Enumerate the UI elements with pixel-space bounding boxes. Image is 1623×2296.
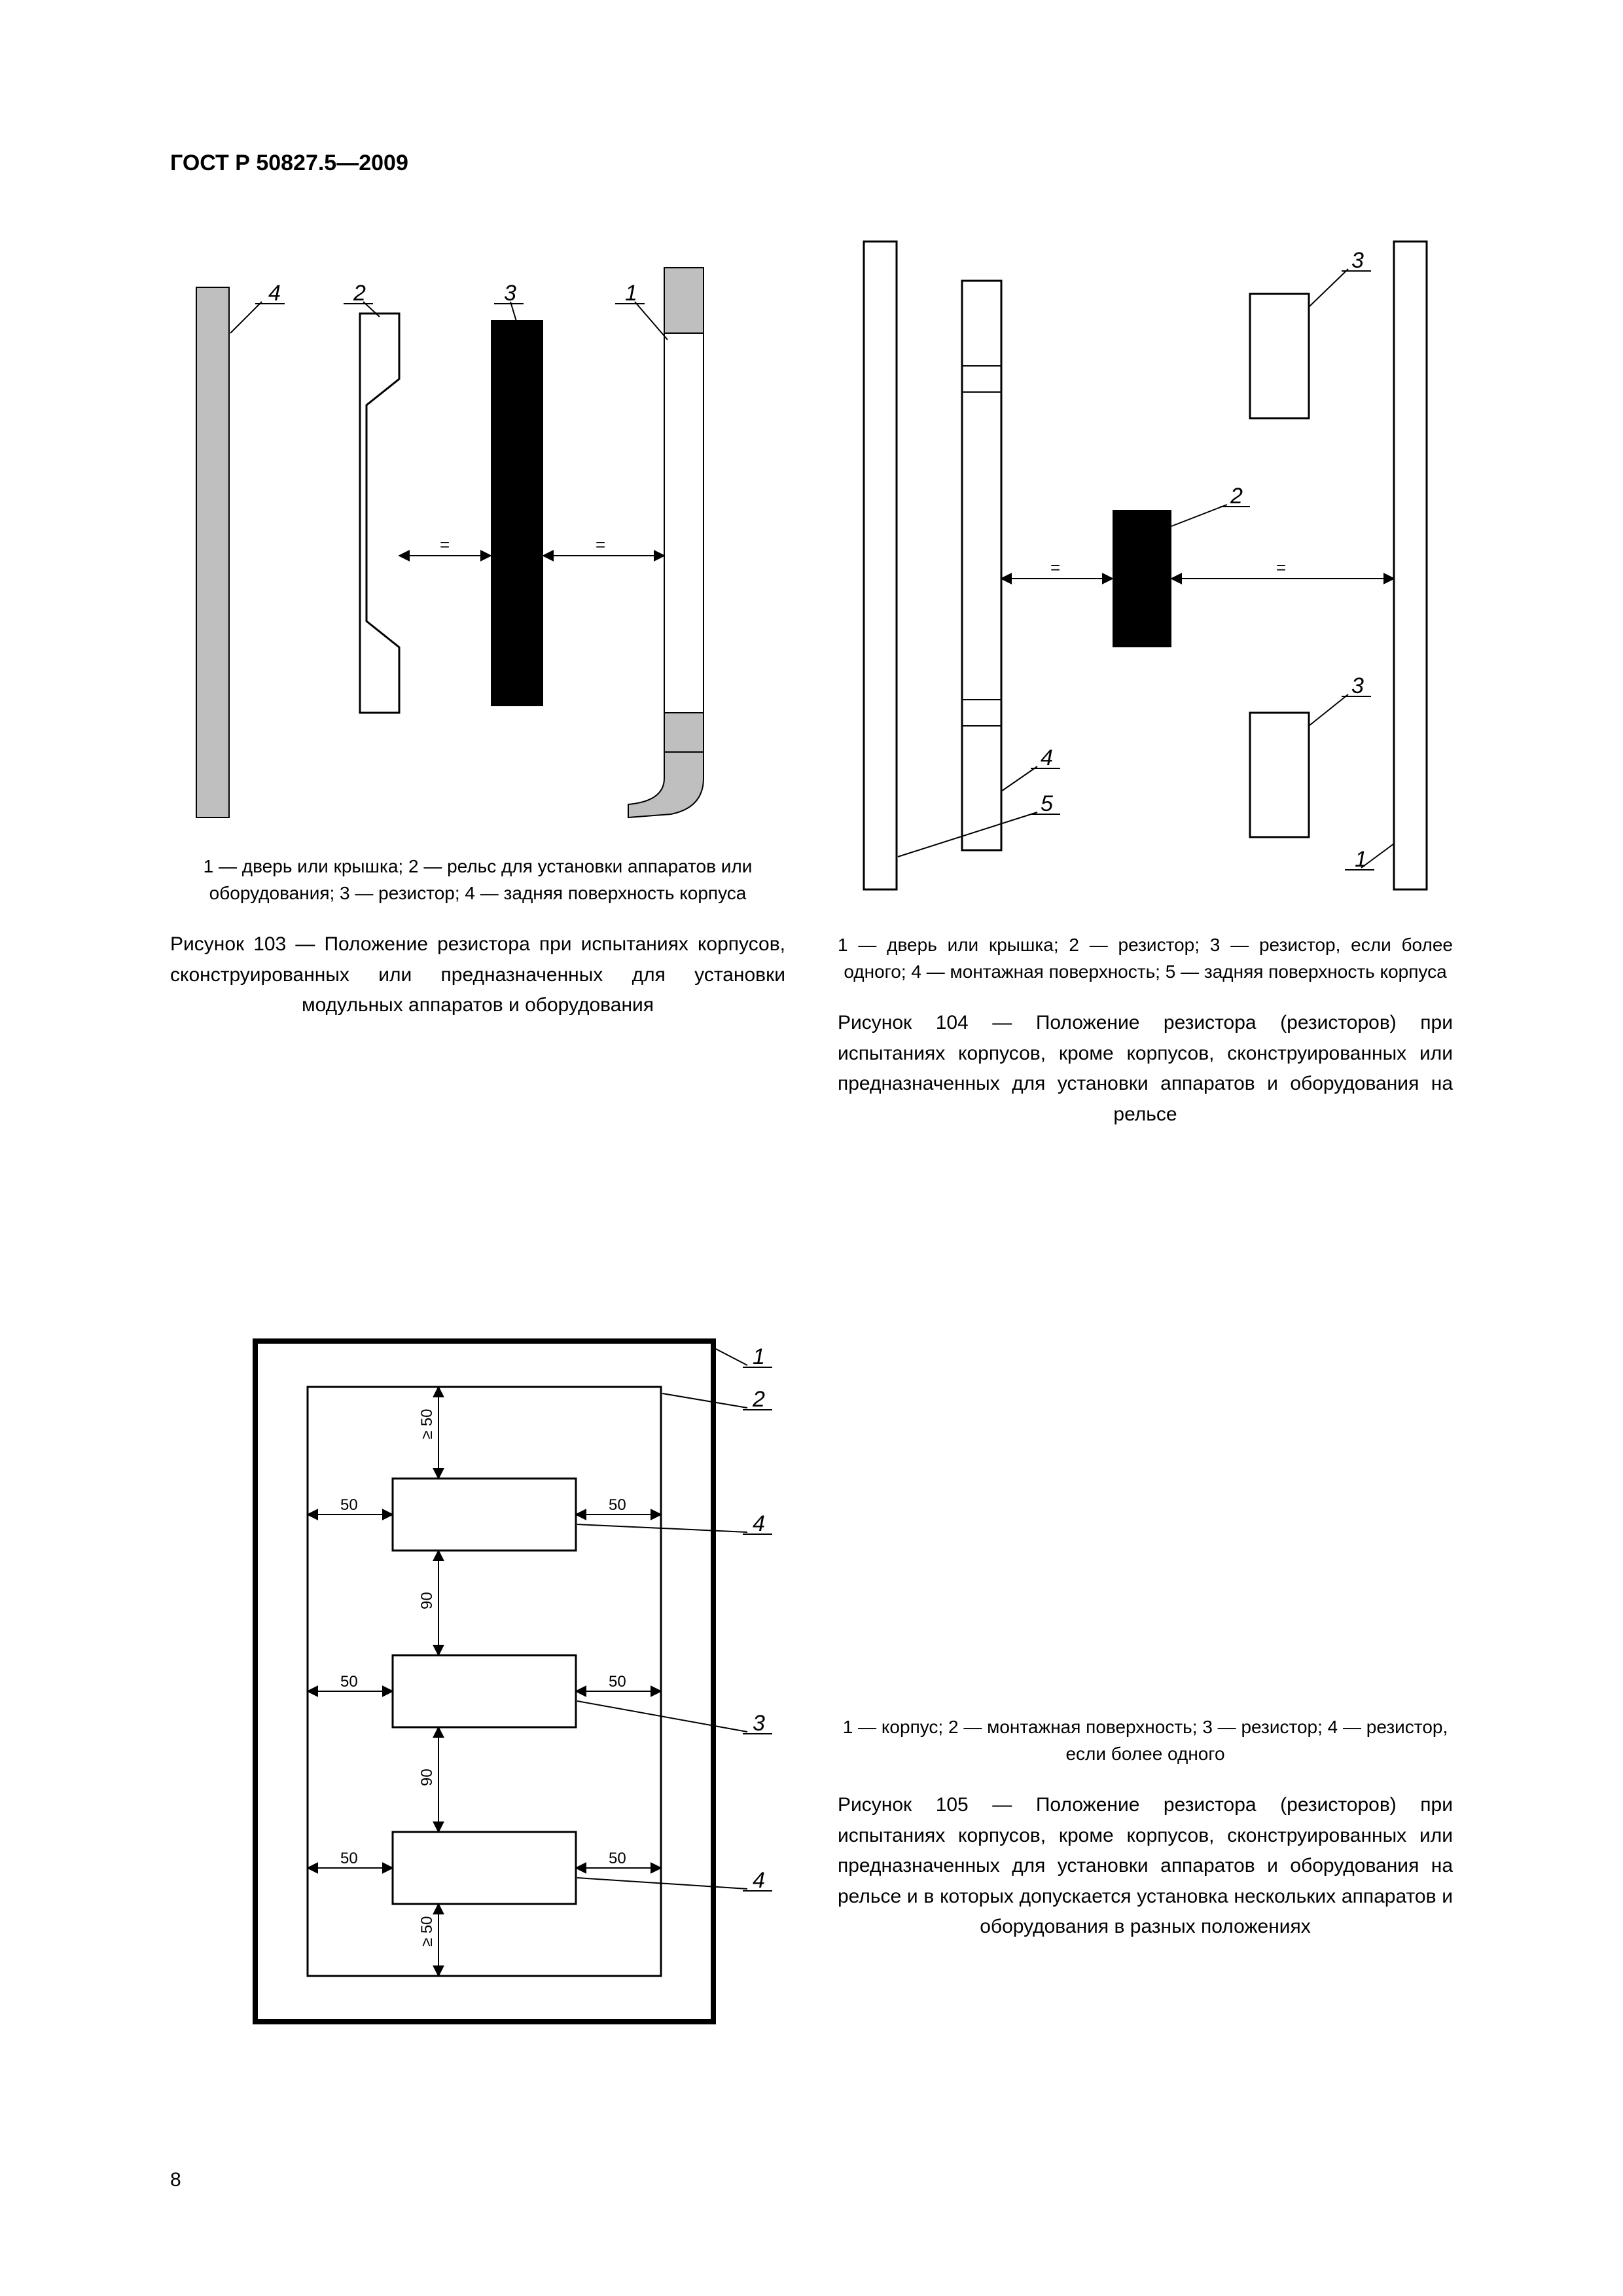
figure-105-caption: Рисунок 105 — Положение резистора (резис… xyxy=(838,1790,1453,1943)
standard-code: ГОСТ Р 50827.5—2009 xyxy=(170,151,1453,176)
fig103-label-4: 4 xyxy=(268,281,281,306)
fig105-label-1: 1 xyxy=(753,1344,765,1369)
fig103-eq-right: = xyxy=(596,535,605,554)
figures-row-2: 50 50 50 50 50 50 ≥ 50 90 90 xyxy=(170,1328,1453,2113)
fig105-label-3: 3 xyxy=(753,1711,765,1736)
fig105-dim-50: 50 xyxy=(609,1496,626,1514)
figure-105-text: 1 — корпус; 2 — монтажная поверхность; 3… xyxy=(838,1695,1453,1943)
fig103-eq-left: = xyxy=(440,535,450,554)
figure-104-column: = = 3 2 3 4 5 xyxy=(838,228,1453,1130)
fig105-label-4b: 4 xyxy=(753,1868,765,1893)
fig105-dim-50: 50 xyxy=(340,1496,358,1514)
page-number: 8 xyxy=(170,2169,181,2191)
fig104-label-1: 1 xyxy=(1355,847,1367,872)
fig105-dim-50: 50 xyxy=(609,1673,626,1691)
fig104-label-5: 5 xyxy=(1041,791,1053,816)
fig105-label-4a: 4 xyxy=(753,1511,765,1536)
figure-104-caption: Рисунок 104 — Положение резистора (резис… xyxy=(838,1008,1453,1130)
figure-103-legend: 1 — дверь или крышка; 2 — рельс для уста… xyxy=(170,853,785,906)
fig105-dim-50: 50 xyxy=(340,1850,358,1867)
fig105-dim-90: 90 xyxy=(418,1592,436,1609)
fig104-label-3-bottom: 3 xyxy=(1351,673,1364,698)
fig105-dim-90: 90 xyxy=(418,1768,436,1786)
figure-103-diagram: 4 2 3 xyxy=(170,228,785,834)
figure-105-diagram: 50 50 50 50 50 50 ≥ 50 90 90 xyxy=(242,1328,779,2035)
fig104-label-2: 2 xyxy=(1230,484,1243,509)
figure-103-caption: Рисунок 103 — Положение резистора при ис… xyxy=(170,929,785,1021)
fig105-label-2: 2 xyxy=(752,1387,765,1412)
fig105-dim-ge50: ≥ 50 xyxy=(418,1408,436,1439)
figure-103-column: 4 2 3 xyxy=(170,228,785,1021)
figure-105-legend: 1 — корпус; 2 — монтажная поверхность; 3… xyxy=(838,1714,1453,1767)
fig105-dim-50: 50 xyxy=(340,1673,358,1691)
fig104-label-3-top: 3 xyxy=(1351,248,1364,273)
fig105-dim-50: 50 xyxy=(609,1850,626,1867)
fig104-label-4: 4 xyxy=(1041,745,1053,770)
fig104-eq-right: = xyxy=(1276,558,1286,577)
fig105-dim-ge50: ≥ 50 xyxy=(418,1916,436,1946)
fig104-eq-left: = xyxy=(1050,558,1060,577)
figure-104-legend: 1 — дверь или крышка; 2 — резистор; 3 — … xyxy=(838,932,1453,985)
figure-104-diagram: = = 3 2 3 4 5 xyxy=(838,228,1453,912)
figures-row-1: 4 2 3 xyxy=(170,228,1453,1249)
